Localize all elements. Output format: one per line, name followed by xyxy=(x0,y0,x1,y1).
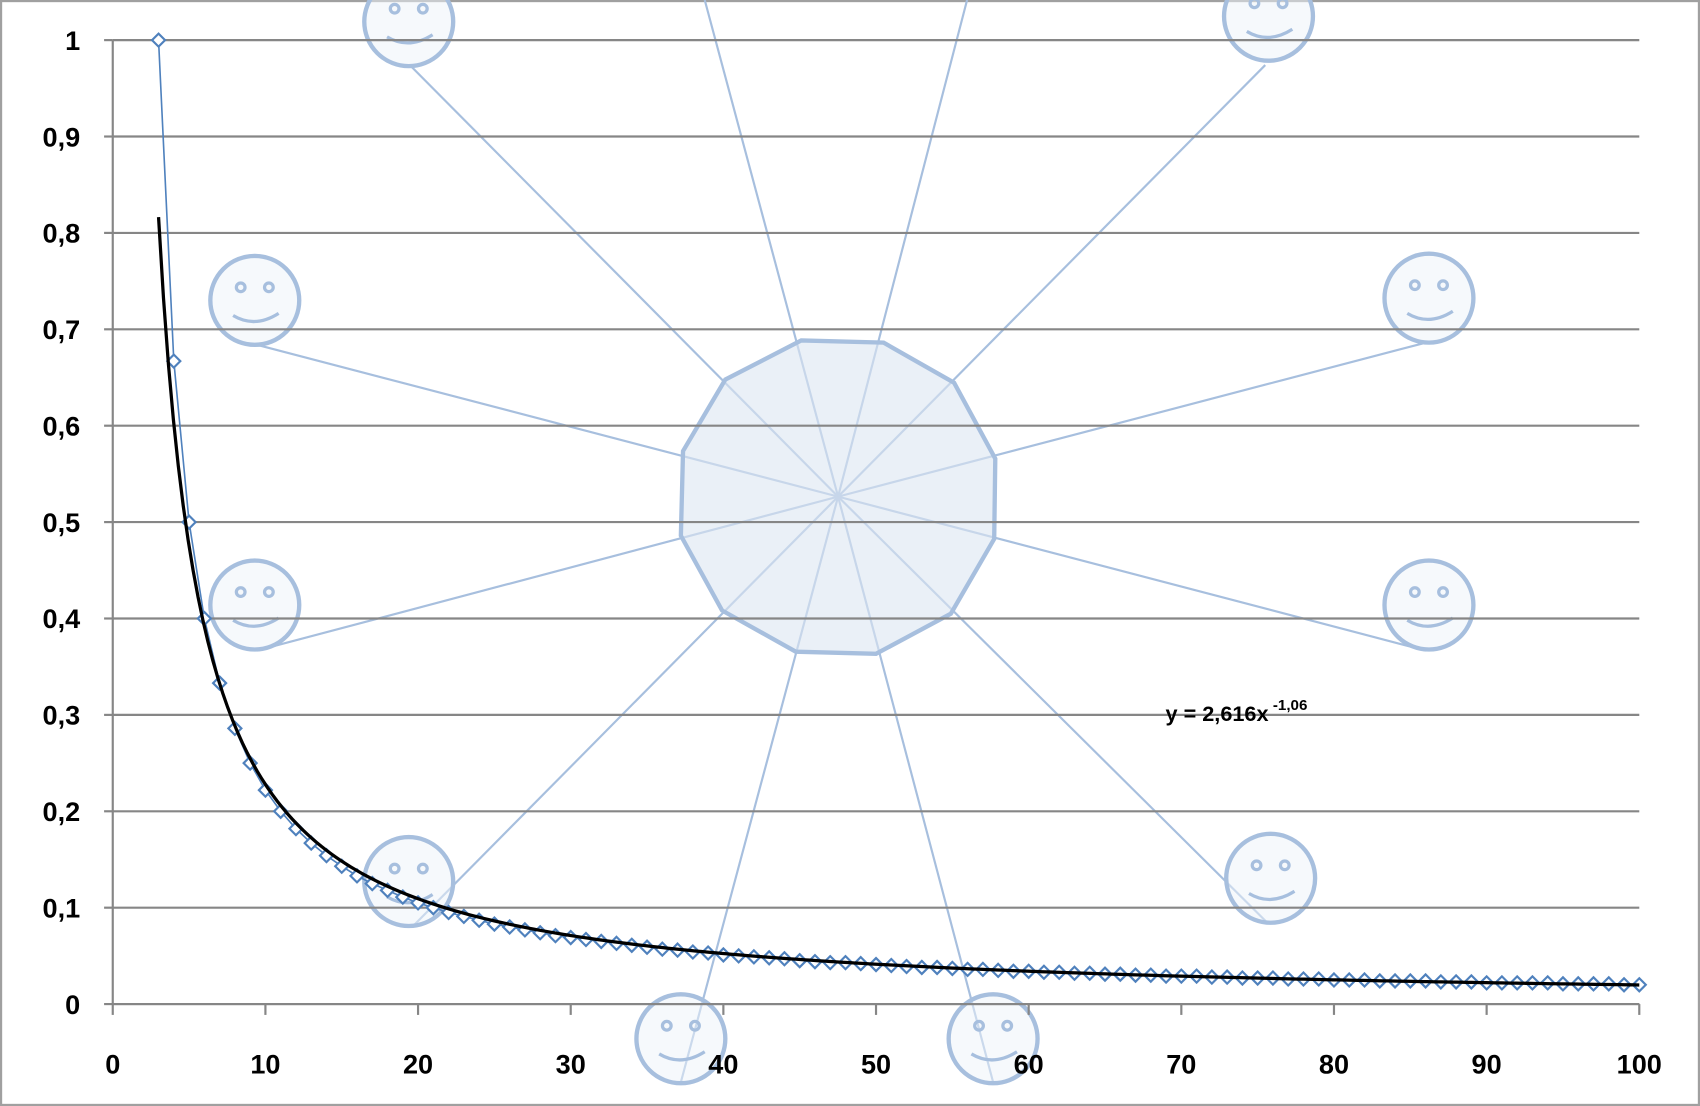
x-tick-label: 40 xyxy=(708,1048,738,1079)
x-tick-label: 60 xyxy=(1014,1048,1044,1079)
smiley-face xyxy=(1382,251,1476,345)
smiley-eye xyxy=(1408,586,1421,598)
trendline-label: y = 2,616x xyxy=(1165,701,1268,726)
trendline-exponent: -1,06 xyxy=(1273,697,1308,714)
smiley-eye xyxy=(234,281,247,294)
smiley-mouth xyxy=(1406,616,1454,628)
smiley-eye xyxy=(1276,0,1289,10)
y-tick-label: 1 xyxy=(65,25,80,56)
smiley-mouth xyxy=(232,311,280,324)
trendline xyxy=(156,217,1640,987)
y-tick-label: 0,8 xyxy=(43,218,81,249)
smiley-eye xyxy=(1248,0,1261,10)
smiley-eye xyxy=(973,1019,985,1032)
smiley-mouth xyxy=(232,616,280,628)
smiley-eye xyxy=(234,586,247,598)
x-tick-label: 100 xyxy=(1617,1048,1662,1079)
smiley-eye xyxy=(262,586,275,598)
smiley-eye xyxy=(1001,1019,1014,1032)
y-tick-label: 0,1 xyxy=(43,892,81,923)
y-tick-label: 0,5 xyxy=(43,507,81,538)
smiley-mouth xyxy=(1245,27,1294,40)
smiley-eye xyxy=(1250,859,1263,872)
smiley-mouth xyxy=(386,33,434,45)
plot-area: 00,10,20,30,40,50,60,70,80,910 10 20 30 40 50… xyxy=(43,25,1662,1080)
y-tick-label: 0,3 xyxy=(43,700,81,731)
data-point xyxy=(150,32,167,49)
smiley-mouth xyxy=(1248,889,1296,902)
smiley-mouth xyxy=(970,1050,1018,1062)
smiley-eye xyxy=(1278,859,1291,872)
smiley-eye xyxy=(1437,279,1450,292)
smiley-eye xyxy=(388,2,401,15)
y-tick-label: 0,4 xyxy=(43,603,81,634)
smiley-eye xyxy=(1408,279,1421,292)
smiley-mouth xyxy=(386,893,434,905)
x-tick-label: 70 xyxy=(1166,1048,1196,1079)
x-tick-label: 50 xyxy=(861,1048,891,1079)
smiley-face xyxy=(208,253,302,347)
y-tick-label: 0 xyxy=(65,989,80,1020)
x-tick-label: 90 xyxy=(1472,1048,1502,1079)
smiley-face xyxy=(1224,831,1318,925)
x-tick-label: 80 xyxy=(1319,1048,1349,1079)
smiley-face xyxy=(362,0,456,69)
y-tick-label: 0,6 xyxy=(43,410,81,441)
y-tick-label: 0,2 xyxy=(43,796,81,827)
smiley-eye xyxy=(660,1019,673,1032)
x-tick-label: 0 xyxy=(105,1048,120,1079)
smiley-face xyxy=(1382,558,1476,652)
smiley-mouth xyxy=(1406,309,1454,321)
smiley-eye xyxy=(262,281,275,294)
smiley-face xyxy=(208,558,302,652)
x-tick-label: 20 xyxy=(403,1048,433,1079)
smiley-eye xyxy=(388,862,401,875)
trendline-equation: y = 2,616x -1,06 xyxy=(1165,697,1307,726)
smiley-face xyxy=(946,992,1040,1086)
smiley-face xyxy=(634,992,728,1086)
x-tick-label: 10 xyxy=(250,1048,280,1079)
smiley-eye xyxy=(416,2,429,15)
smiley-eye xyxy=(1437,586,1450,598)
background-decoration xyxy=(208,0,1476,1086)
smiley-mouth xyxy=(658,1050,706,1062)
smiley-eye xyxy=(688,1019,701,1032)
smiley-eye xyxy=(416,862,429,875)
x-tick-label: 30 xyxy=(556,1048,586,1079)
y-tick-label: 0,7 xyxy=(43,314,81,345)
smiley-face xyxy=(1221,0,1316,63)
y-tick-label: 0,9 xyxy=(43,121,81,152)
